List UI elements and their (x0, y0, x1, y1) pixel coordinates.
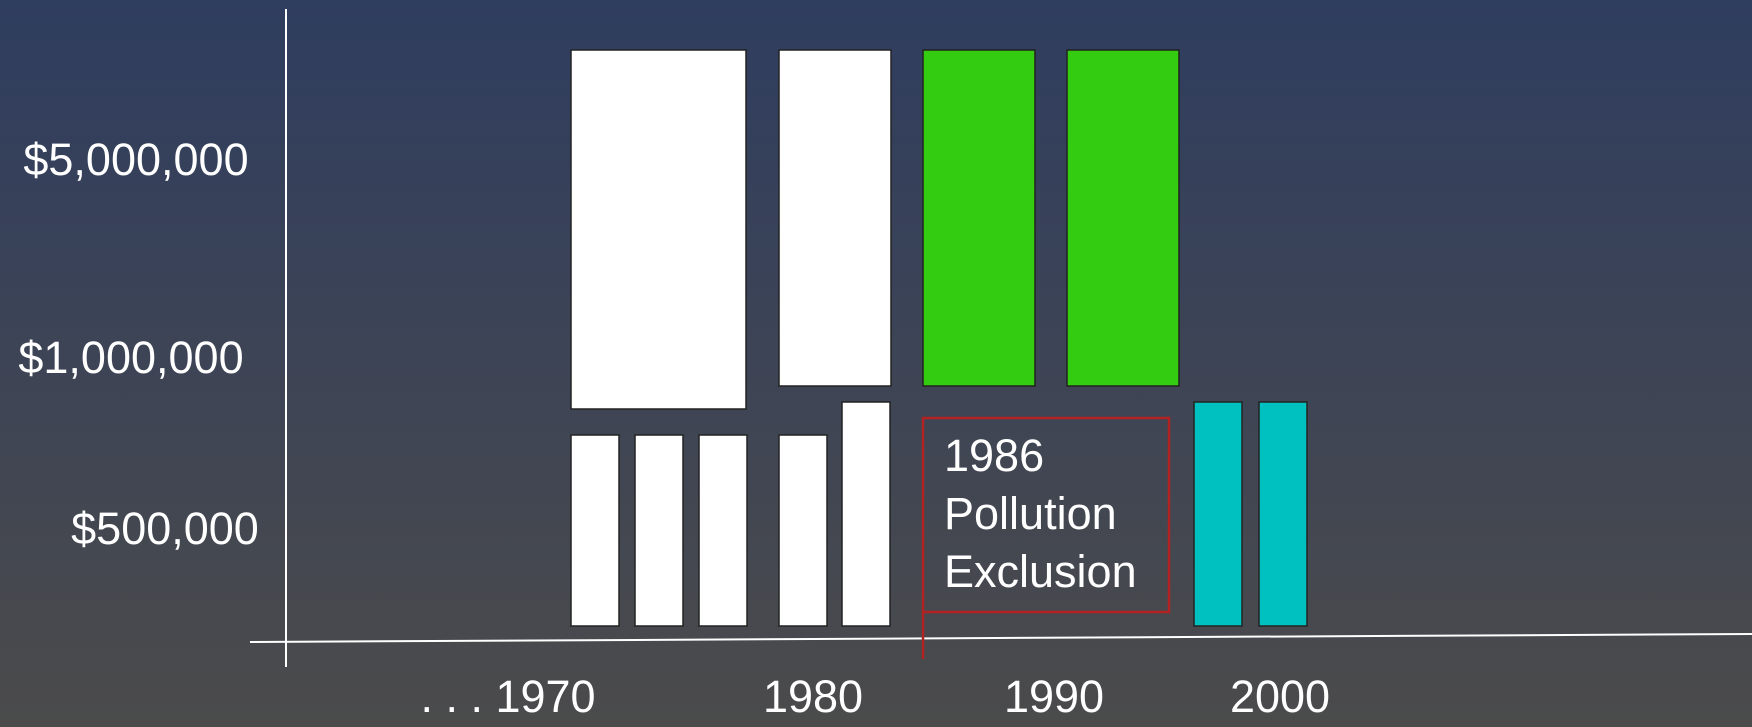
annotation-text: Pollution (944, 488, 1117, 539)
block (922, 49, 1036, 387)
block (1258, 401, 1308, 627)
x-label: 2000 (1230, 671, 1330, 722)
block (1066, 49, 1180, 387)
block (778, 434, 828, 627)
block (1193, 401, 1243, 627)
block (778, 49, 892, 387)
block (570, 434, 620, 627)
block (841, 401, 891, 627)
block (698, 434, 748, 627)
x-label: 1980 (763, 671, 863, 722)
x-label: 1990 (1004, 671, 1104, 722)
y-label: $1,000,000 (18, 332, 243, 383)
annotation-text: 1986 (944, 430, 1044, 481)
block (570, 49, 747, 410)
x-axis (249, 633, 1752, 643)
block (634, 434, 684, 627)
coverage-blocks (570, 49, 1308, 627)
x-label: . . . 1970 (420, 671, 595, 722)
annotation-text: Exclusion (944, 546, 1137, 597)
annotation-box (921, 416, 1171, 614)
y-label: $500,000 (71, 503, 259, 554)
y-label: $5,000,000 (23, 134, 248, 185)
